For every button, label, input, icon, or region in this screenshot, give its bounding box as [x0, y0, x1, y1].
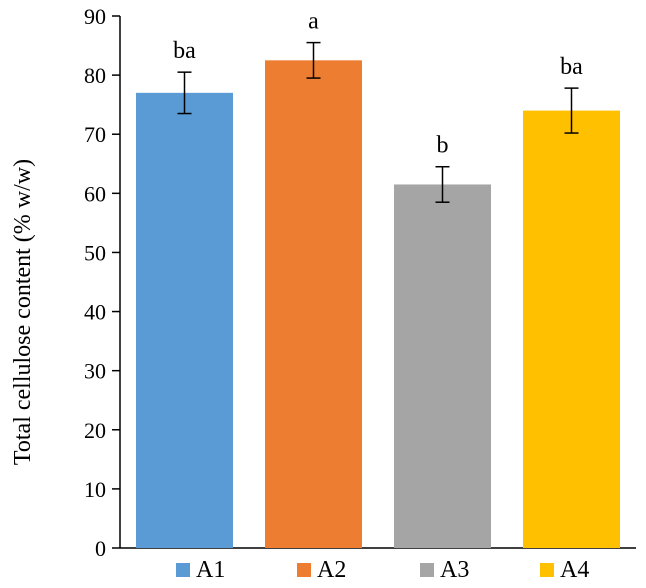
y-axis-label: Total cellulose content (% w/w): [10, 159, 36, 465]
bar-a2: [265, 60, 362, 548]
significance-labels: ba a b ba: [173, 9, 583, 159]
bar-a4: [523, 110, 620, 549]
legend-label: A1: [196, 557, 225, 583]
y-tick-label: 80: [84, 63, 106, 88]
significance-label: ba: [560, 54, 583, 80]
y-tick-label: 50: [84, 240, 106, 265]
bar-a3: [394, 184, 491, 548]
y-tick-label: 30: [84, 359, 106, 384]
legend-swatch: [420, 563, 434, 577]
error-bars: [177, 41, 579, 203]
legend-label: A3: [440, 557, 469, 583]
y-tick-label: 20: [84, 418, 106, 443]
legend: A1 A2 A3 A4: [176, 557, 589, 583]
legend-swatch: [176, 563, 190, 577]
legend-label: A4: [560, 557, 589, 583]
significance-label: a: [308, 9, 319, 35]
significance-label: b: [437, 133, 449, 159]
y-tick-label: 60: [84, 181, 106, 206]
legend-swatch: [540, 563, 554, 577]
y-tick-label: 0: [95, 536, 106, 561]
bars: [136, 60, 620, 549]
y-tick-label: 40: [84, 300, 106, 325]
legend-label: A2: [317, 557, 346, 583]
bar-a1: [136, 92, 233, 548]
y-tick-label: 10: [84, 477, 106, 502]
legend-swatch: [297, 563, 311, 577]
significance-label: ba: [173, 38, 196, 64]
y-tick-labels: 0 10 20 30 40 50 60 70 80 90: [84, 4, 120, 561]
y-tick-label: 70: [84, 122, 106, 147]
y-tick-label: 90: [84, 4, 106, 29]
